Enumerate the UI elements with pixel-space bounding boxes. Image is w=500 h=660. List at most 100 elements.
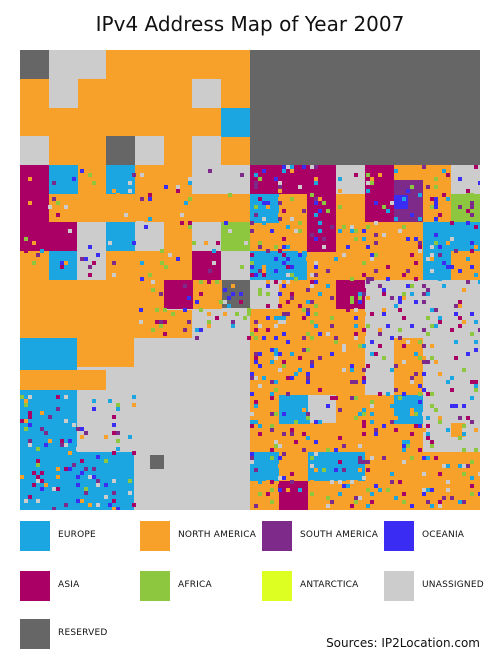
- map-cell-africa: [334, 340, 338, 344]
- map-cell-europe: [338, 229, 342, 233]
- map-cell-north-america: [80, 435, 84, 439]
- map-cell-north-america: [262, 269, 266, 273]
- map-cell-north-america: [378, 241, 382, 245]
- map-cell-asia: [175, 284, 179, 288]
- map-cell-asia: [362, 273, 366, 277]
- map-cell-north-america: [402, 296, 406, 300]
- map-cell-north-america: [96, 169, 100, 173]
- map-cell-north-america: [164, 217, 168, 221]
- map-cell-europe: [212, 249, 216, 253]
- map-cell-south-america: [378, 332, 382, 336]
- map-cell-europe: [370, 420, 374, 424]
- map-cell-europe: [318, 221, 322, 225]
- map-cell-north-america: [250, 324, 254, 328]
- map-cell-asia: [298, 304, 302, 308]
- map-cell-oceania: [470, 241, 474, 245]
- map-cell-unassigned: [434, 292, 438, 296]
- map-cell-north-america: [290, 476, 294, 480]
- map-cell-europe: [231, 324, 235, 328]
- map-cell-south-america: [76, 427, 80, 431]
- map-cell-europe: [434, 324, 438, 328]
- map-cell-oceania: [262, 336, 266, 340]
- map-cell-asia: [414, 261, 418, 265]
- map-cell-unassigned: [278, 181, 282, 185]
- map-cell-south-america: [362, 292, 366, 296]
- map-cell-africa: [215, 280, 219, 284]
- map-cell-unassigned: [446, 480, 450, 484]
- map-cell-asia: [302, 496, 306, 500]
- map-cell-unassigned: [474, 396, 478, 400]
- map-cell-south-america: [342, 444, 346, 448]
- map-cell-south-america: [314, 197, 318, 201]
- map-cell-unassigned: [108, 241, 112, 245]
- map-cell-asia: [474, 225, 478, 229]
- map-cell-africa: [302, 308, 306, 312]
- map-cell-south-america: [354, 496, 358, 500]
- map-cell-africa: [24, 403, 28, 407]
- map-cell-north-america: [446, 241, 450, 245]
- map-cell-unassigned: [140, 173, 144, 177]
- map-cell-oceania: [390, 336, 394, 340]
- map-cell-oceania: [422, 372, 426, 376]
- map-cell-africa: [362, 412, 366, 416]
- map-cell-africa: [250, 332, 254, 336]
- map-cell-south-america: [478, 328, 480, 332]
- map-cell-unassigned: [128, 189, 132, 193]
- map-cell-unassigned: [188, 177, 192, 181]
- map-cell-unassigned: [310, 165, 314, 169]
- map-cell-africa: [36, 463, 40, 467]
- map-cell-north-america: [286, 488, 290, 492]
- map-cell-unassigned: [250, 460, 254, 464]
- map-cell-europe: [282, 269, 286, 273]
- map-block-reserved: [20, 50, 49, 79]
- map-cell-europe: [274, 380, 278, 384]
- map-cell-africa: [84, 487, 88, 491]
- map-cell-south-america: [410, 209, 414, 213]
- map-cell-unassigned: [474, 364, 478, 368]
- map-cell-north-america: [278, 197, 282, 201]
- map-cell-asia: [370, 500, 374, 504]
- map-cell-africa: [270, 424, 274, 428]
- map-cell-asia: [438, 320, 442, 324]
- map-cell-unassigned: [139, 320, 143, 324]
- map-cell-europe: [406, 440, 410, 444]
- map-cell-north-america: [40, 411, 44, 415]
- map-cell-asia: [430, 197, 434, 201]
- map-cell-south-america: [40, 427, 44, 431]
- map-cell-south-america: [454, 249, 458, 253]
- map-cell-asia: [266, 304, 270, 308]
- map-cell-north-america: [422, 356, 426, 360]
- map-cell-north-america: [374, 245, 378, 249]
- map-cell-south-america: [394, 364, 398, 368]
- map-cell-unassigned: [286, 165, 290, 169]
- map-cell-unassigned: [140, 221, 144, 225]
- map-cell-north-america: [362, 488, 366, 492]
- map-cell-unassigned: [112, 479, 116, 483]
- map-cell-south-america: [394, 388, 398, 392]
- map-cell-asia: [338, 460, 342, 464]
- map-cell-unassigned: [278, 368, 282, 372]
- map-cell-oceania: [250, 265, 254, 269]
- map-cell-asia: [466, 416, 470, 420]
- map-cell-north-america: [135, 280, 139, 284]
- map-cell-unassigned: [80, 423, 84, 427]
- map-cell-oceania: [164, 185, 168, 189]
- map-cell-south-america: [240, 173, 244, 177]
- map-cell-europe: [386, 209, 390, 213]
- map-cell-europe: [338, 472, 342, 476]
- map-cell-asia: [266, 492, 270, 496]
- map-cell-unassigned: [274, 440, 278, 444]
- map-cell-unassigned: [136, 221, 140, 225]
- map-cell-africa: [414, 412, 418, 416]
- map-cell-asia: [402, 273, 406, 277]
- map-cell-south-america: [398, 336, 402, 340]
- map-cell-africa: [402, 292, 406, 296]
- map-cell-north-america: [262, 225, 266, 229]
- map-cell-africa: [258, 241, 262, 245]
- map-cell-europe: [314, 324, 318, 328]
- map-cell-asia: [302, 316, 306, 320]
- map-cell-south-america: [112, 261, 116, 265]
- map-cell-europe: [438, 277, 442, 281]
- map-cell-oceania: [454, 312, 458, 316]
- map-cell-asia: [188, 221, 192, 225]
